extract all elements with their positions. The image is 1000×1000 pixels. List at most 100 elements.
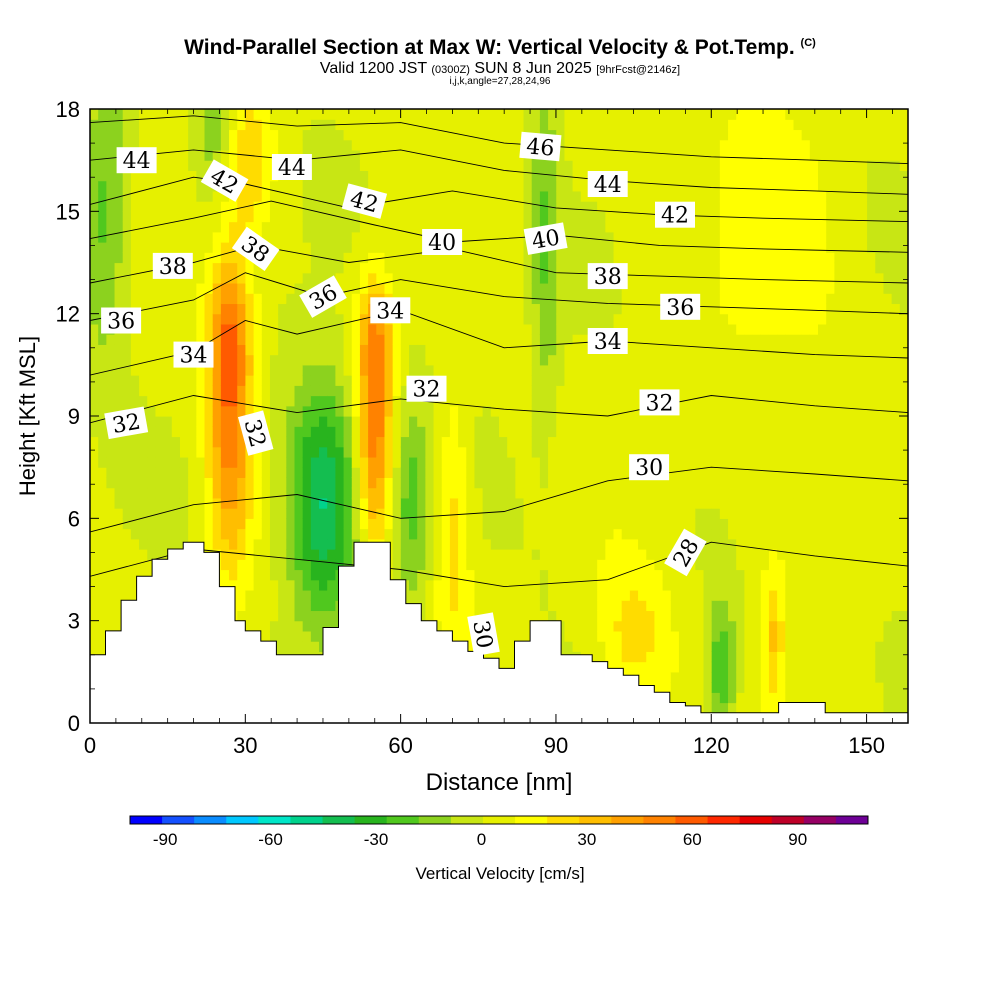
heatmap-cell bbox=[425, 508, 435, 519]
heatmap-cell bbox=[662, 600, 672, 612]
heatmap-cell bbox=[449, 262, 459, 274]
heatmap-cell bbox=[572, 211, 582, 223]
heatmap-cell bbox=[670, 160, 680, 171]
heatmap-cell bbox=[327, 160, 336, 171]
heatmap-cell bbox=[335, 129, 345, 141]
heatmap-cell bbox=[351, 477, 361, 489]
heatmap-cell bbox=[629, 579, 639, 591]
heatmap-cell bbox=[294, 446, 304, 458]
heatmap-cell bbox=[212, 334, 222, 345]
heatmap-cell bbox=[556, 549, 566, 560]
heatmap-cell bbox=[564, 180, 574, 192]
heatmap-cell bbox=[580, 252, 590, 264]
heatmap-cell bbox=[253, 497, 263, 509]
heatmap-cell bbox=[687, 262, 696, 274]
heatmap-cell bbox=[662, 538, 672, 550]
heatmap-cell bbox=[237, 589, 247, 601]
heatmap-cell bbox=[760, 610, 770, 622]
heatmap-cell bbox=[646, 661, 656, 673]
heatmap-cell bbox=[368, 344, 377, 356]
heatmap-cell bbox=[114, 549, 124, 560]
heatmap-cell bbox=[654, 149, 664, 161]
heatmap-cell bbox=[752, 323, 762, 335]
heatmap-cell bbox=[90, 549, 99, 560]
heatmap-cell bbox=[597, 211, 606, 223]
heatmap-cell bbox=[752, 692, 762, 704]
heatmap-cell bbox=[286, 334, 296, 345]
heatmap-cell bbox=[482, 385, 492, 397]
heatmap-cell bbox=[711, 426, 721, 438]
heatmap-cell bbox=[433, 190, 443, 202]
heatmap-cell bbox=[245, 508, 255, 519]
heatmap-cell bbox=[556, 497, 566, 509]
heatmap-cell bbox=[507, 109, 516, 120]
heatmap-cell bbox=[433, 180, 443, 192]
heatmap-cell bbox=[703, 692, 713, 704]
heatmap-cell bbox=[204, 487, 214, 499]
heatmap-cell bbox=[752, 272, 762, 284]
heatmap-cell bbox=[359, 518, 369, 530]
heatmap-cell bbox=[409, 180, 418, 192]
heatmap-cell bbox=[695, 323, 705, 335]
heatmap-cell bbox=[662, 129, 672, 141]
heatmap-cell bbox=[572, 630, 582, 642]
heatmap-cell bbox=[458, 170, 467, 182]
heatmap-cell bbox=[654, 426, 664, 438]
heatmap-cell bbox=[613, 518, 623, 530]
heatmap-cell bbox=[351, 221, 361, 233]
heatmap-cell bbox=[687, 231, 696, 243]
heatmap-cell bbox=[703, 395, 713, 407]
heatmap-cell bbox=[556, 149, 566, 161]
heatmap-cell bbox=[433, 477, 443, 489]
heatmap-cell bbox=[368, 364, 377, 376]
heatmap-cell bbox=[343, 303, 353, 315]
heatmap-cell bbox=[646, 354, 656, 366]
heatmap-cell bbox=[98, 221, 107, 233]
heatmap-cell bbox=[188, 149, 197, 161]
heatmap-cell bbox=[564, 641, 574, 652]
heatmap-cell bbox=[490, 201, 500, 212]
heatmap-cell bbox=[507, 456, 516, 468]
heatmap-cell bbox=[114, 139, 124, 151]
heatmap-cell bbox=[580, 487, 590, 499]
heatmap-cell bbox=[728, 405, 737, 417]
heatmap-cell bbox=[433, 497, 443, 509]
heatmap-cell bbox=[269, 221, 279, 233]
heatmap-cell bbox=[400, 436, 410, 448]
heatmap-cell bbox=[523, 282, 533, 294]
heatmap-cell bbox=[327, 416, 336, 427]
heatmap-cell bbox=[736, 252, 745, 264]
heatmap-cell bbox=[531, 334, 541, 345]
heatmap-cell bbox=[580, 221, 590, 233]
heatmap-cell bbox=[728, 559, 737, 571]
heatmap-cell bbox=[245, 518, 255, 530]
heatmap-cell bbox=[229, 252, 238, 264]
heatmap-cell bbox=[417, 518, 426, 530]
heatmap-cell bbox=[662, 160, 672, 171]
heatmap-cell bbox=[638, 282, 647, 294]
heatmap-cell bbox=[458, 456, 467, 468]
heatmap-cell bbox=[319, 375, 328, 386]
heatmap-cell bbox=[278, 139, 287, 151]
heatmap-cell bbox=[678, 487, 688, 499]
heatmap-cell bbox=[196, 426, 206, 438]
heatmap-cell bbox=[384, 170, 394, 182]
heatmap-cell bbox=[695, 149, 705, 161]
heatmap-cell bbox=[629, 518, 639, 530]
heatmap-cell bbox=[687, 456, 696, 468]
heatmap-cell bbox=[400, 497, 410, 509]
heatmap-cell bbox=[171, 180, 181, 192]
heatmap-cell bbox=[106, 242, 116, 253]
heatmap-cell bbox=[294, 610, 304, 622]
heatmap-cell bbox=[220, 323, 230, 335]
heatmap-cell bbox=[196, 395, 206, 407]
heatmap-cell bbox=[449, 252, 459, 264]
heatmap-cell bbox=[417, 139, 426, 151]
heatmap-cell bbox=[261, 344, 271, 356]
heatmap-cell bbox=[294, 549, 304, 560]
heatmap-cell bbox=[204, 477, 214, 489]
heatmap-cell bbox=[744, 620, 754, 632]
heatmap-cell bbox=[654, 334, 664, 345]
heatmap-cell bbox=[449, 334, 459, 345]
heatmap-cell bbox=[392, 231, 402, 243]
